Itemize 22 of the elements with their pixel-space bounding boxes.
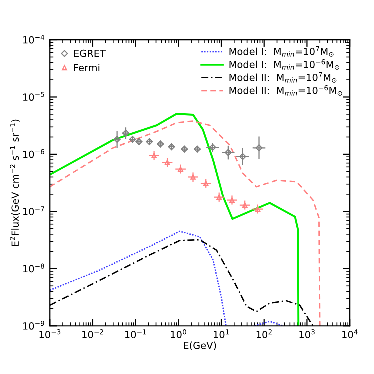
legend-label: Model I: M$_{min}$=10$^{−6}$M$_{⊙}$ xyxy=(230,59,340,70)
y-tick-label: 10$^{−7}$ xyxy=(23,206,44,216)
x-tick-label: 10$^{0}$ xyxy=(171,330,186,338)
legend-label: Fermi xyxy=(74,64,100,72)
x-tick-label: 10$^{2}$ xyxy=(256,330,272,338)
legend-label: EGRET xyxy=(74,50,106,58)
x-tick-label: 10$^{−3}$ xyxy=(40,330,61,338)
y-tick-label: 10$^{−5}$ xyxy=(23,92,44,102)
y-tick-label: 10$^{−4}$ xyxy=(23,34,45,44)
legend-label: Model II: M$_{min}$=10$^{−6}$M$_{⊙}$ xyxy=(230,85,342,96)
y-tick-label: 10$^{−9}$ xyxy=(23,320,44,330)
x-tick-label: 10$^{−1}$ xyxy=(125,330,146,338)
legend-label: Model I: M$_{min}$=10$^{7}$M$_{⊙}$ xyxy=(230,46,334,57)
x-tick-label: 10$^{4}$ xyxy=(342,330,358,338)
x-tick-label: 10$^{1}$ xyxy=(214,330,230,338)
x-axis-title: E(GeV) xyxy=(184,342,216,350)
y-tick-label: 10$^{−8}$ xyxy=(23,264,44,273)
x-tick-label: 10$^{3}$ xyxy=(300,330,315,338)
text: E$^{2}$Flux(GeV cm$^{−2}$ s$^{−1}$ sr$^{−1}$) xyxy=(10,120,20,246)
legend-label: Model II: M$_{min}$=10$^{7}$M$_{⊙}$ xyxy=(230,72,337,83)
y-tick-label: 10$^{−6}$ xyxy=(23,149,44,158)
x-tick-label: 10$^{−2}$ xyxy=(82,330,104,338)
